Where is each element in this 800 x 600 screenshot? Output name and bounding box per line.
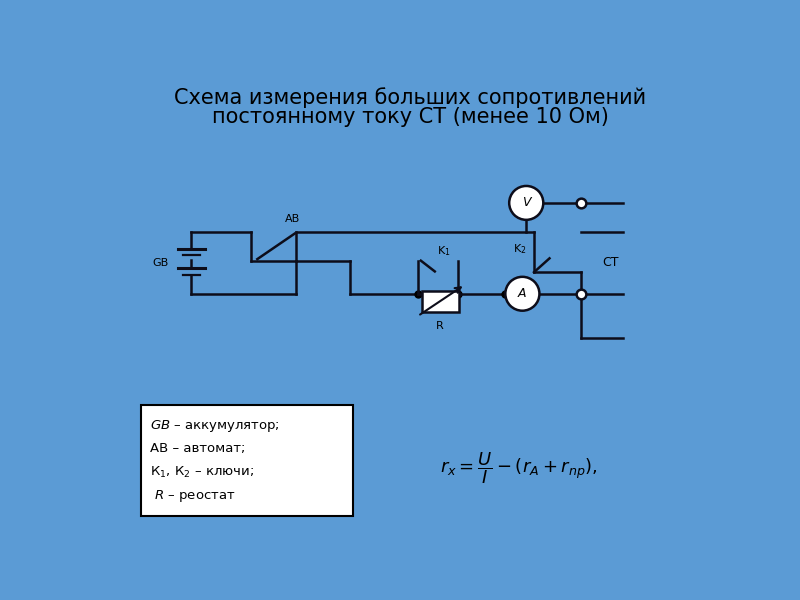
- Text: СТ: СТ: [602, 256, 618, 269]
- Text: R: R: [436, 322, 444, 331]
- Ellipse shape: [506, 277, 539, 311]
- Text: АВ: АВ: [285, 214, 300, 224]
- Text: A: A: [518, 287, 526, 300]
- Text: GB: GB: [152, 258, 168, 268]
- Text: АВ – автомат;: АВ – автомат;: [150, 442, 246, 455]
- Text: K$_1$: K$_1$: [437, 245, 450, 259]
- FancyBboxPatch shape: [141, 406, 354, 516]
- Ellipse shape: [509, 186, 543, 220]
- Text: Схема измерения больших сопротивлений: Схема измерения больших сопротивлений: [174, 88, 646, 108]
- Text: $R$ – реостат: $R$ – реостат: [150, 488, 236, 504]
- Text: постоянному току СТ (менее 10 Ом): постоянному току СТ (менее 10 Ом): [211, 107, 609, 127]
- Bar: [422, 290, 459, 312]
- Text: V: V: [522, 196, 530, 209]
- Text: $GB$ – аккумулятор;: $GB$ – аккумулятор;: [150, 419, 280, 434]
- Text: К$_1$, К$_2$ – ключи;: К$_1$, К$_2$ – ключи;: [150, 464, 254, 480]
- Text: $r_x = \dfrac{U}{I} - \left(r_A + r_{np}\right),$: $r_x = \dfrac{U}{I} - \left(r_A + r_{np}…: [440, 451, 598, 487]
- Text: K$_2$: K$_2$: [513, 242, 526, 256]
